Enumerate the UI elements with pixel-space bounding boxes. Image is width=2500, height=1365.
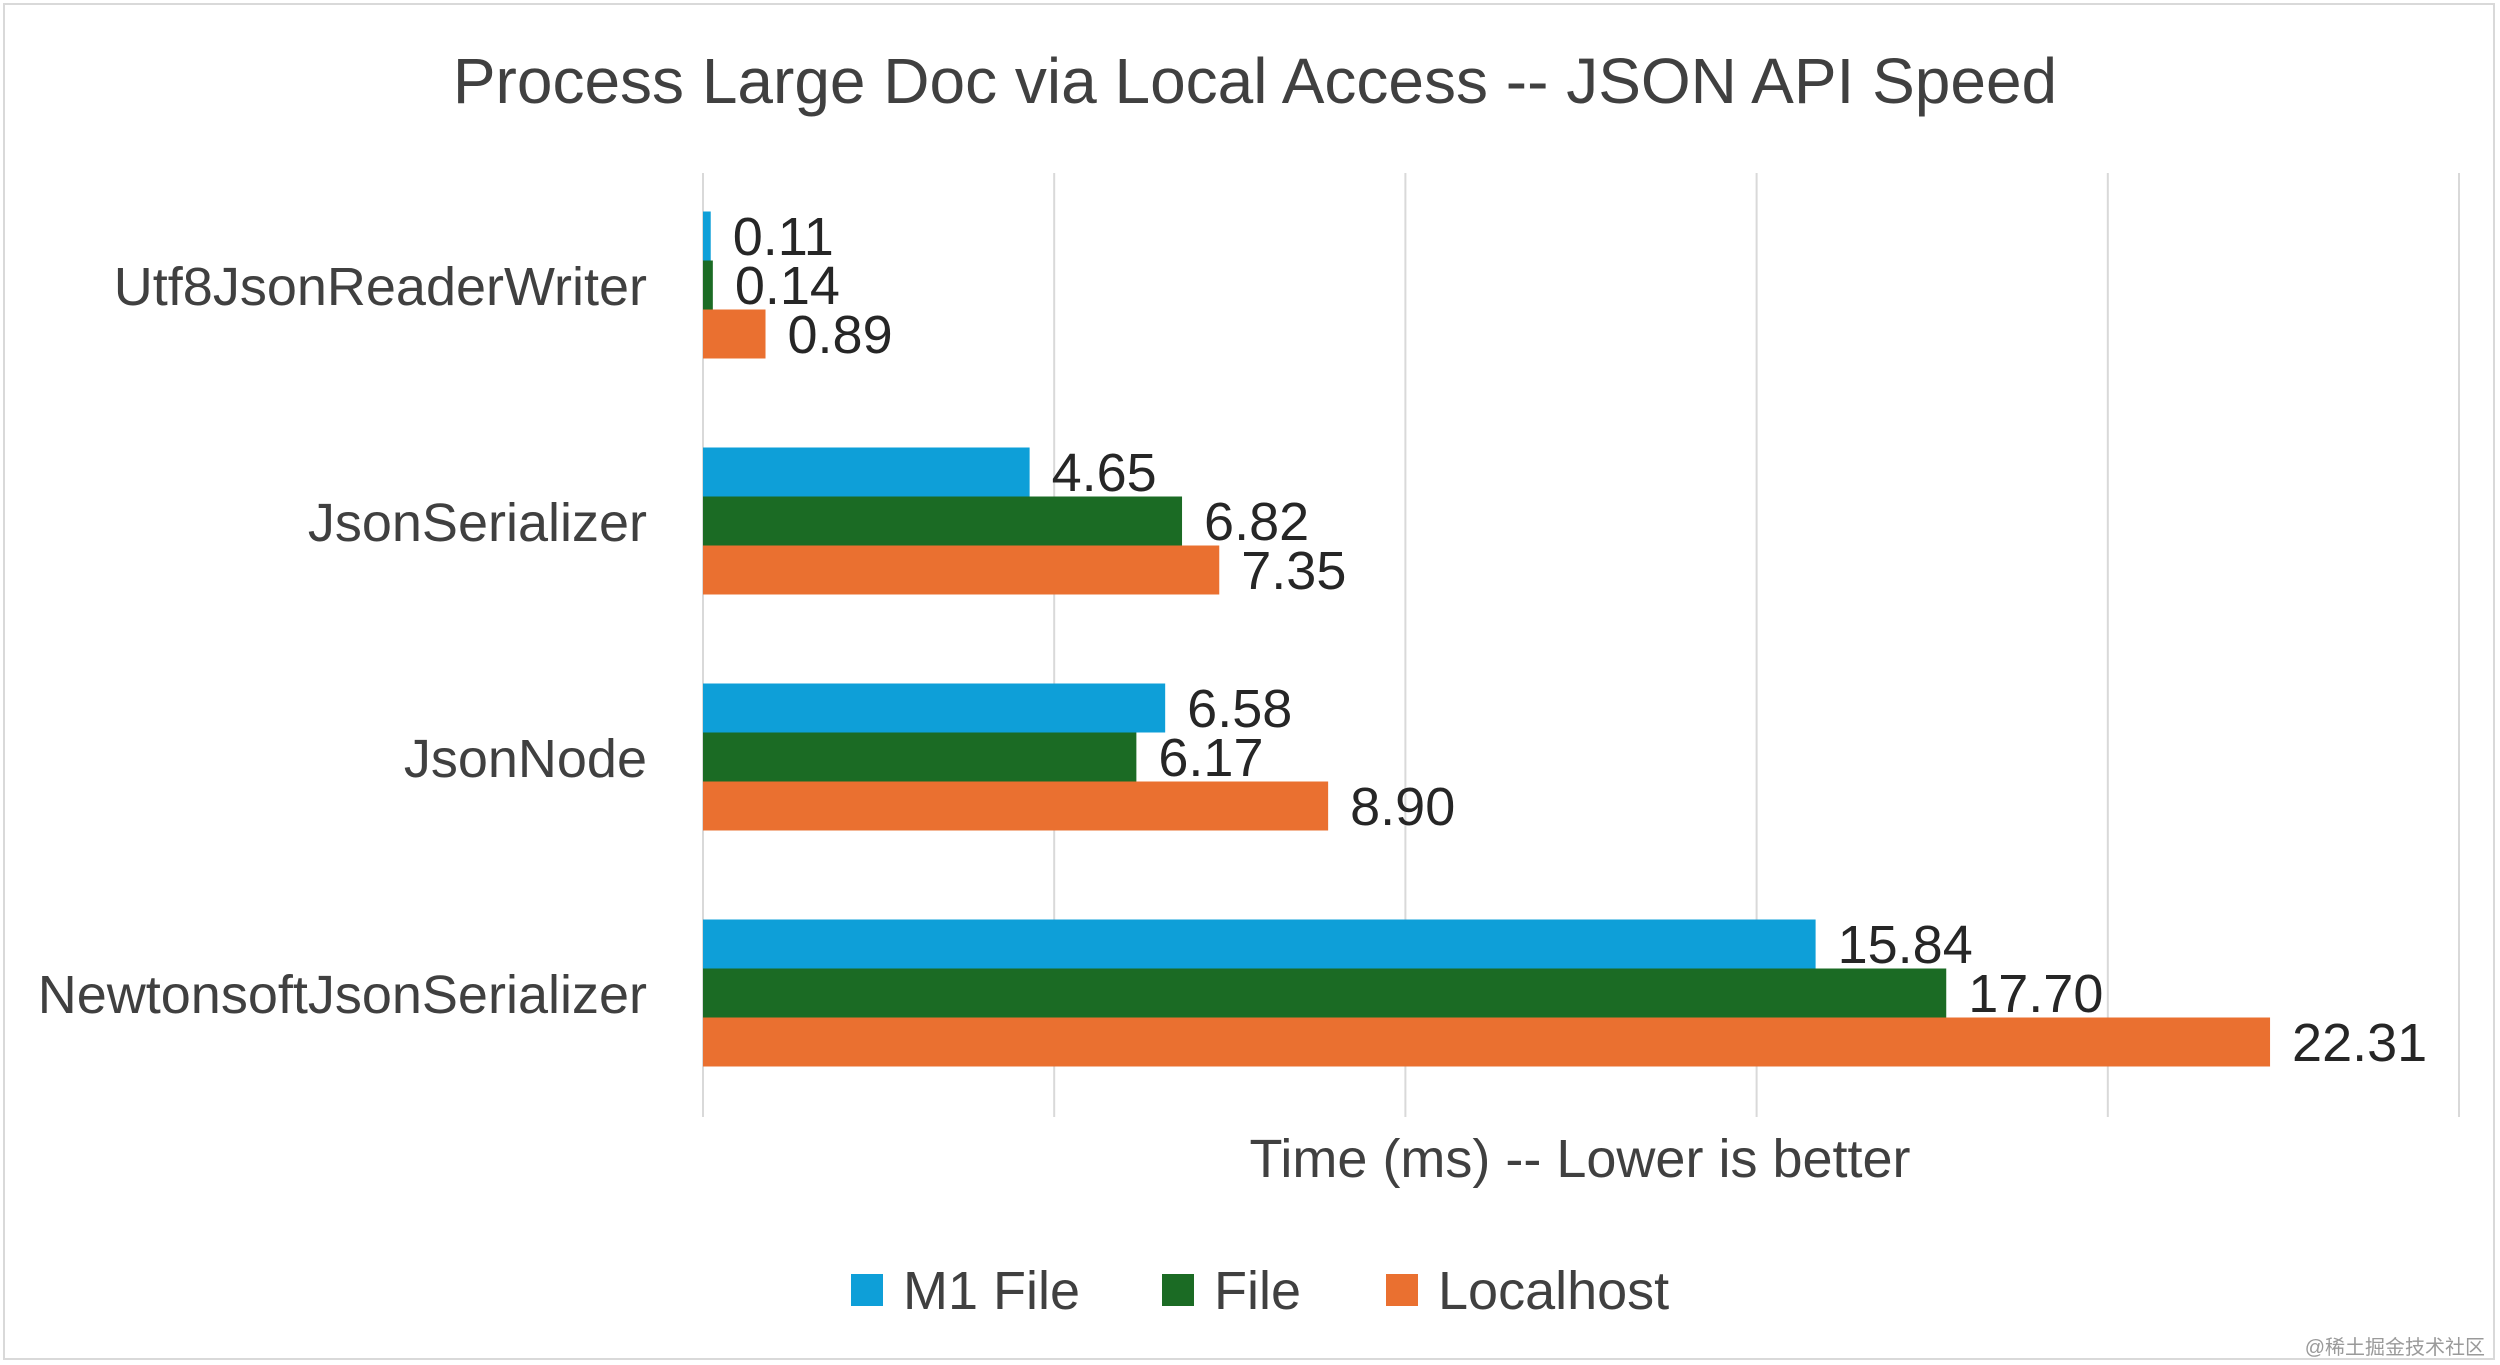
legend-label: Localhost (1438, 1261, 1669, 1321)
data-label: 6.17 (1158, 728, 1263, 788)
chart-frame: Process Large Doc via Local Access -- JS… (3, 3, 2495, 1360)
legend-label: M1 File (903, 1261, 1080, 1321)
legend-swatch (1162, 1274, 1194, 1306)
legend-label: File (1214, 1261, 1301, 1321)
bar (703, 683, 1166, 733)
data-label: 0.14 (735, 256, 840, 316)
bar (703, 496, 1183, 546)
data-label: 15.84 (1838, 915, 1973, 975)
legend-swatch (1386, 1274, 1418, 1306)
bar (703, 545, 1220, 595)
legend-item: File (1162, 1261, 1301, 1321)
bar (703, 781, 1329, 831)
bar (703, 919, 1816, 969)
data-label: 22.31 (2292, 1013, 2427, 1073)
data-label: 7.35 (1241, 541, 1346, 601)
data-label: 6.58 (1187, 679, 1292, 739)
chart: Process Large Doc via Local Access -- JS… (38, 45, 2485, 1359)
bar (703, 447, 1030, 497)
bar (703, 968, 1947, 1018)
category-label: JsonSerializer (308, 493, 647, 553)
bar (703, 211, 711, 261)
chart-title: Process Large Doc via Local Access -- JS… (453, 45, 2057, 117)
data-label: 17.70 (1968, 964, 2103, 1024)
bar (703, 309, 766, 359)
category-label: Utf8JsonReaderWriter (114, 257, 647, 317)
data-label: 0.89 (788, 305, 893, 365)
data-label: 0.11 (733, 207, 834, 267)
data-label: 4.65 (1052, 443, 1157, 503)
bar (703, 732, 1137, 782)
legend-item: Localhost (1386, 1261, 1669, 1321)
legend-swatch (851, 1274, 883, 1306)
data-label: 6.82 (1204, 492, 1309, 552)
category-label: JsonNode (404, 729, 647, 789)
x-axis-label: Time (ms) -- Lower is better (1249, 1129, 1910, 1189)
category-label: NewtonsoftJsonSerializer (38, 965, 647, 1025)
legend-item: M1 File (851, 1261, 1080, 1321)
watermark: @稀土掘金技术社区 (2305, 1336, 2485, 1359)
data-label: 8.90 (1350, 777, 1455, 837)
bar (703, 1017, 2271, 1067)
bar (703, 260, 713, 310)
